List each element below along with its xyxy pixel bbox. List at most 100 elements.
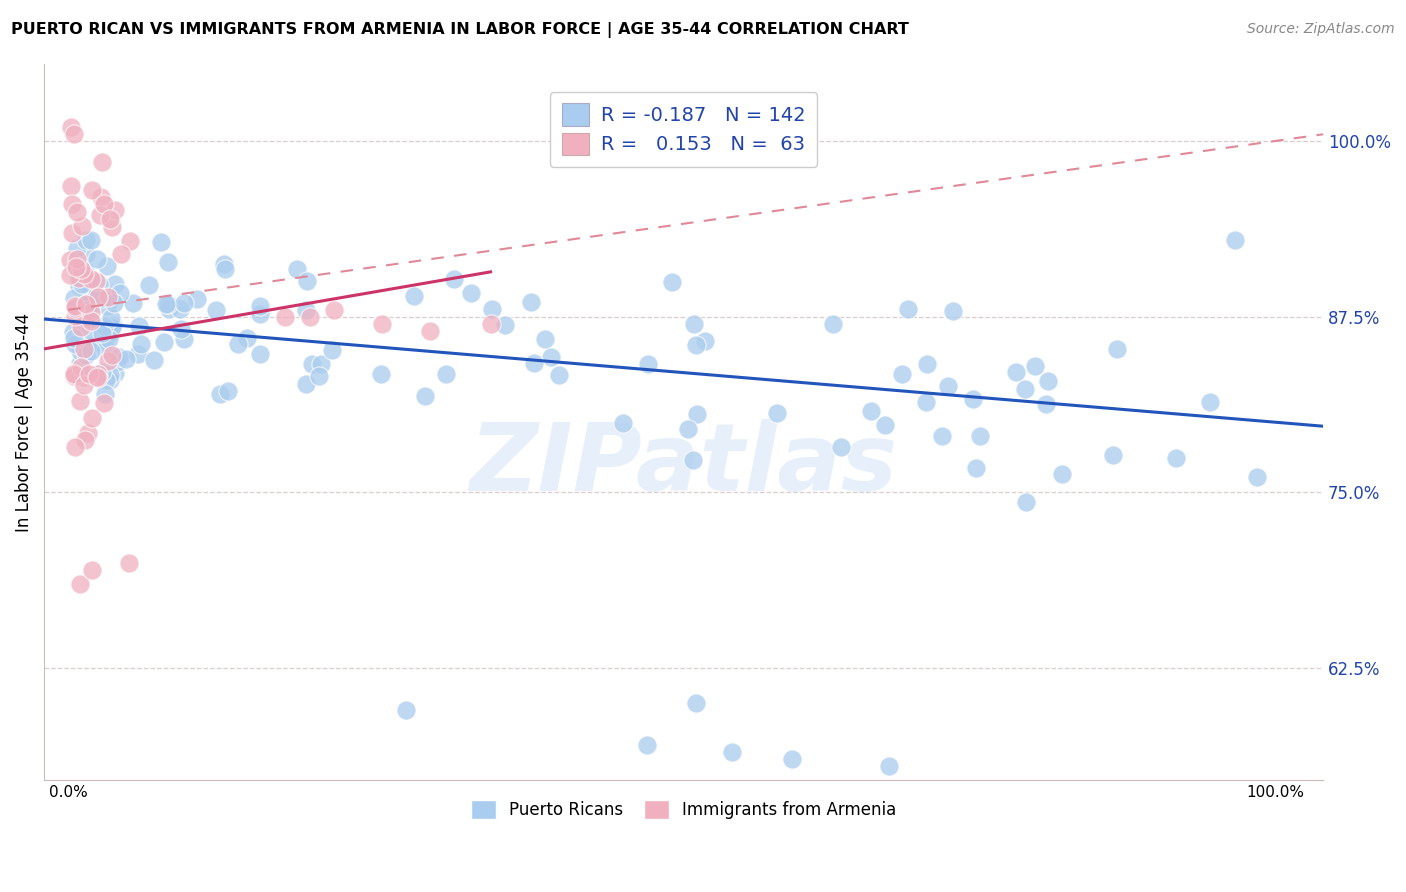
Point <box>70 277 93 291</box>
Point <box>443 272 465 286</box>
Point <box>62 330 84 344</box>
Point <box>520 294 543 309</box>
Point <box>494 318 516 332</box>
Point <box>63 367 86 381</box>
Point <box>138 278 160 293</box>
Point <box>80 305 103 319</box>
Point <box>1015 494 1038 508</box>
Point <box>156 296 179 310</box>
Point <box>121 296 143 310</box>
Point <box>98 373 121 387</box>
Point <box>693 334 716 348</box>
Point <box>419 324 441 338</box>
Point <box>479 317 502 331</box>
Point <box>69 393 91 408</box>
Point <box>86 252 108 266</box>
Point <box>295 274 318 288</box>
Point <box>285 261 308 276</box>
Point <box>173 296 195 310</box>
Point <box>682 452 704 467</box>
Text: PUERTO RICAN VS IMMIGRANTS FROM ARMENIA IN LABOR FORCE | AGE 35-44 CORRELATION C: PUERTO RICAN VS IMMIGRANTS FROM ARMENIA … <box>11 22 910 38</box>
Point <box>298 310 321 324</box>
Point <box>72 369 94 384</box>
Point <box>73 263 96 277</box>
Point <box>942 303 965 318</box>
Point <box>90 154 112 169</box>
Point <box>65 301 87 316</box>
Legend: Puerto Ricans, Immigrants from Armenia: Puerto Ricans, Immigrants from Armenia <box>464 793 903 826</box>
Point <box>100 211 122 226</box>
Point <box>721 745 744 759</box>
Point <box>891 367 914 381</box>
Point <box>523 356 546 370</box>
Point <box>153 334 176 349</box>
Point <box>931 428 953 442</box>
Point <box>149 235 172 250</box>
Point <box>59 252 82 267</box>
Point <box>80 295 103 310</box>
Point <box>217 384 239 399</box>
Point <box>98 327 121 342</box>
Point <box>63 299 86 313</box>
Point <box>87 290 110 304</box>
Point <box>1005 366 1028 380</box>
Point <box>77 339 100 353</box>
Point <box>77 302 100 317</box>
Point <box>66 205 89 219</box>
Point <box>413 388 436 402</box>
Point <box>683 317 706 331</box>
Point <box>73 267 96 281</box>
Point <box>685 338 707 352</box>
Point <box>101 318 124 332</box>
Point <box>94 387 117 401</box>
Point <box>69 576 91 591</box>
Point <box>962 392 984 406</box>
Point <box>82 563 104 577</box>
Point <box>547 368 569 383</box>
Point <box>104 203 127 218</box>
Point <box>157 301 180 316</box>
Point <box>98 368 121 382</box>
Point <box>129 336 152 351</box>
Point <box>96 342 118 356</box>
Point <box>66 252 89 266</box>
Point <box>661 275 683 289</box>
Point <box>72 343 94 357</box>
Point <box>63 128 86 142</box>
Point <box>877 759 900 773</box>
Point <box>80 233 103 247</box>
Point <box>1035 397 1057 411</box>
Point <box>59 268 82 282</box>
Point <box>481 302 503 317</box>
Point <box>236 331 259 345</box>
Point <box>93 396 115 410</box>
Point <box>93 318 115 333</box>
Point <box>75 297 97 311</box>
Point <box>1199 395 1222 409</box>
Point <box>60 197 83 211</box>
Point <box>97 290 120 304</box>
Point <box>69 262 91 277</box>
Point <box>87 367 110 381</box>
Text: ZIPatlas: ZIPatlas <box>470 419 897 511</box>
Point <box>228 336 250 351</box>
Point <box>142 352 165 367</box>
Point <box>75 348 97 362</box>
Point <box>66 241 89 255</box>
Point <box>87 277 110 291</box>
Point <box>540 350 562 364</box>
Point <box>1014 382 1036 396</box>
Point <box>914 395 936 409</box>
Point <box>90 326 112 340</box>
Point <box>965 460 987 475</box>
Point <box>969 429 991 443</box>
Point <box>90 291 112 305</box>
Text: Source: ZipAtlas.com: Source: ZipAtlas.com <box>1247 22 1395 37</box>
Point <box>80 344 103 359</box>
Point <box>214 261 236 276</box>
Point <box>205 302 228 317</box>
Point <box>676 422 699 436</box>
Point <box>173 332 195 346</box>
Point <box>897 301 920 316</box>
Point <box>128 319 150 334</box>
